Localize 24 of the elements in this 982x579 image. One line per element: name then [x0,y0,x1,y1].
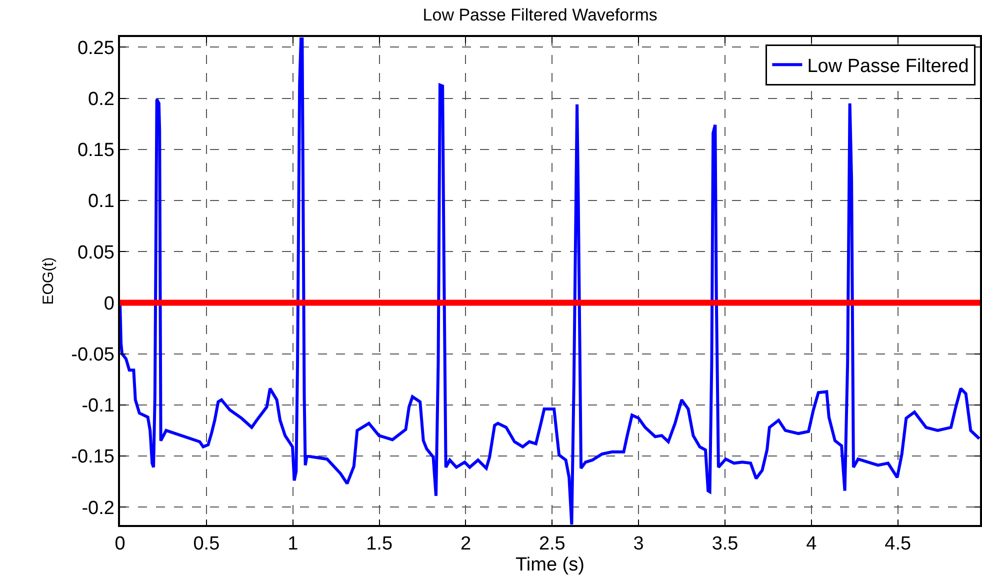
y-tick-label: 0 [104,293,114,314]
y-tick-label: 0.2 [88,88,114,110]
x-tick-label: 2 [460,534,472,555]
y-tick-label: 0.15 [77,140,114,162]
legend-label: Low Passe Filtered [807,56,969,78]
y-tick-label: 0.1 [88,191,114,212]
x-tick-label: 1 [288,534,298,555]
x-tick-label: 0.5 [193,534,220,555]
y-tick-label: -0.1 [82,396,114,417]
x-tick-label: 1.5 [366,534,393,555]
x-tick-label: 4.5 [884,534,912,555]
y-tick-label: -0.2 [82,498,114,519]
x-tick-label: 4 [806,534,818,555]
x-axis-title: Time (s) [516,554,584,576]
x-tick-label: 3 [633,534,644,555]
y-tick-label: -0.05 [71,344,114,366]
chart-title: Low Passe Filtered Waveforms [422,6,658,25]
y-tick-label: 0.25 [77,38,114,59]
y-axis-title: EOG(t) [40,257,57,305]
x-tick-label: 2.5 [538,534,566,555]
y-tick-label: 0.05 [77,242,114,264]
y-tick-label: -0.15 [71,446,114,468]
x-tick-label: 3.5 [712,534,738,555]
line-series [120,38,980,525]
